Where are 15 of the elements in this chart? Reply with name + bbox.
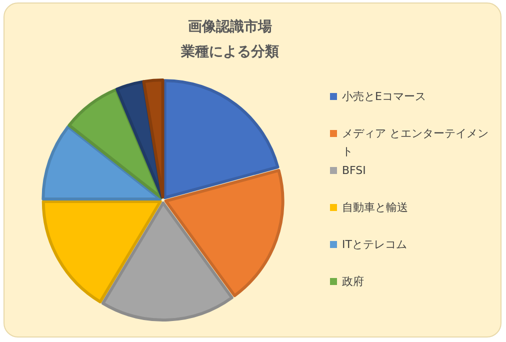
pie-slice [68, 88, 163, 200]
chart-title: 画像認識市場 [188, 18, 272, 35]
pie-slice [164, 168, 284, 298]
pie-slice [101, 201, 234, 322]
chart-subtitle: 業種による分類 [180, 44, 279, 60]
legend-label: 自動車と輸送 [342, 201, 408, 214]
legend-label: 小売とEコマース [342, 90, 426, 103]
legend-label: メディア とエンターテイメント [342, 127, 488, 158]
legend-label: ITとテレコム [342, 238, 407, 251]
pie-slice [142, 78, 164, 199]
pie-slice [163, 79, 280, 200]
pie-slice [42, 125, 162, 201]
pie-slice [42, 200, 162, 304]
legend-label: 政府 [342, 275, 364, 288]
legend-label: BFSI [342, 164, 366, 177]
